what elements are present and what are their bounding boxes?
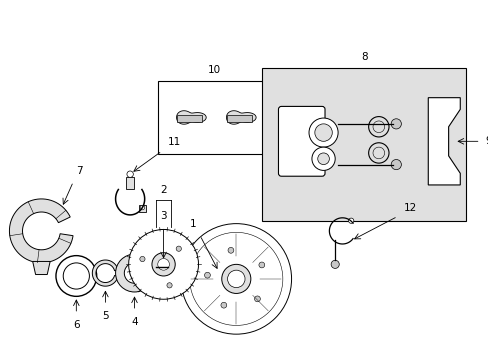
- Bar: [226, 115, 251, 122]
- Circle shape: [390, 119, 401, 129]
- Text: 7: 7: [76, 166, 82, 176]
- Circle shape: [314, 124, 332, 141]
- Bar: [262, 68, 465, 221]
- Polygon shape: [226, 111, 256, 124]
- Text: 4: 4: [131, 317, 138, 327]
- Circle shape: [166, 262, 176, 273]
- Bar: [139, 205, 146, 212]
- Circle shape: [181, 224, 291, 334]
- Polygon shape: [9, 199, 73, 263]
- Bar: [158, 81, 271, 154]
- Circle shape: [140, 206, 144, 210]
- Text: 6: 6: [73, 320, 80, 330]
- Circle shape: [140, 256, 145, 262]
- Circle shape: [311, 147, 334, 170]
- Circle shape: [227, 247, 233, 253]
- Bar: [177, 115, 202, 122]
- Circle shape: [115, 254, 153, 292]
- Polygon shape: [33, 261, 50, 275]
- Circle shape: [152, 253, 175, 276]
- Text: 10: 10: [207, 65, 221, 75]
- Text: 12: 12: [403, 203, 416, 213]
- Circle shape: [258, 262, 264, 268]
- Text: 5: 5: [102, 311, 108, 321]
- Polygon shape: [92, 260, 118, 286]
- Circle shape: [158, 258, 169, 270]
- Text: 2: 2: [160, 185, 166, 194]
- Circle shape: [254, 296, 260, 302]
- FancyBboxPatch shape: [278, 107, 325, 176]
- Circle shape: [176, 246, 181, 251]
- Text: 9: 9: [484, 136, 488, 146]
- Circle shape: [221, 264, 250, 293]
- Circle shape: [153, 264, 159, 270]
- Text: 8: 8: [360, 52, 367, 62]
- Bar: [125, 177, 134, 189]
- Circle shape: [127, 171, 133, 177]
- Circle shape: [308, 118, 337, 147]
- Circle shape: [221, 302, 226, 308]
- Circle shape: [317, 153, 329, 165]
- Circle shape: [390, 159, 401, 170]
- Text: 3: 3: [160, 211, 166, 221]
- Circle shape: [130, 269, 139, 278]
- Circle shape: [56, 256, 97, 296]
- Polygon shape: [176, 111, 206, 124]
- Circle shape: [63, 263, 89, 289]
- Text: 1: 1: [190, 220, 197, 229]
- Circle shape: [128, 229, 198, 299]
- Circle shape: [227, 270, 244, 288]
- Text: 11: 11: [167, 137, 181, 147]
- Circle shape: [204, 272, 210, 278]
- Circle shape: [166, 283, 172, 288]
- Polygon shape: [427, 98, 459, 185]
- Circle shape: [348, 218, 353, 223]
- Circle shape: [124, 263, 144, 283]
- Circle shape: [330, 260, 339, 269]
